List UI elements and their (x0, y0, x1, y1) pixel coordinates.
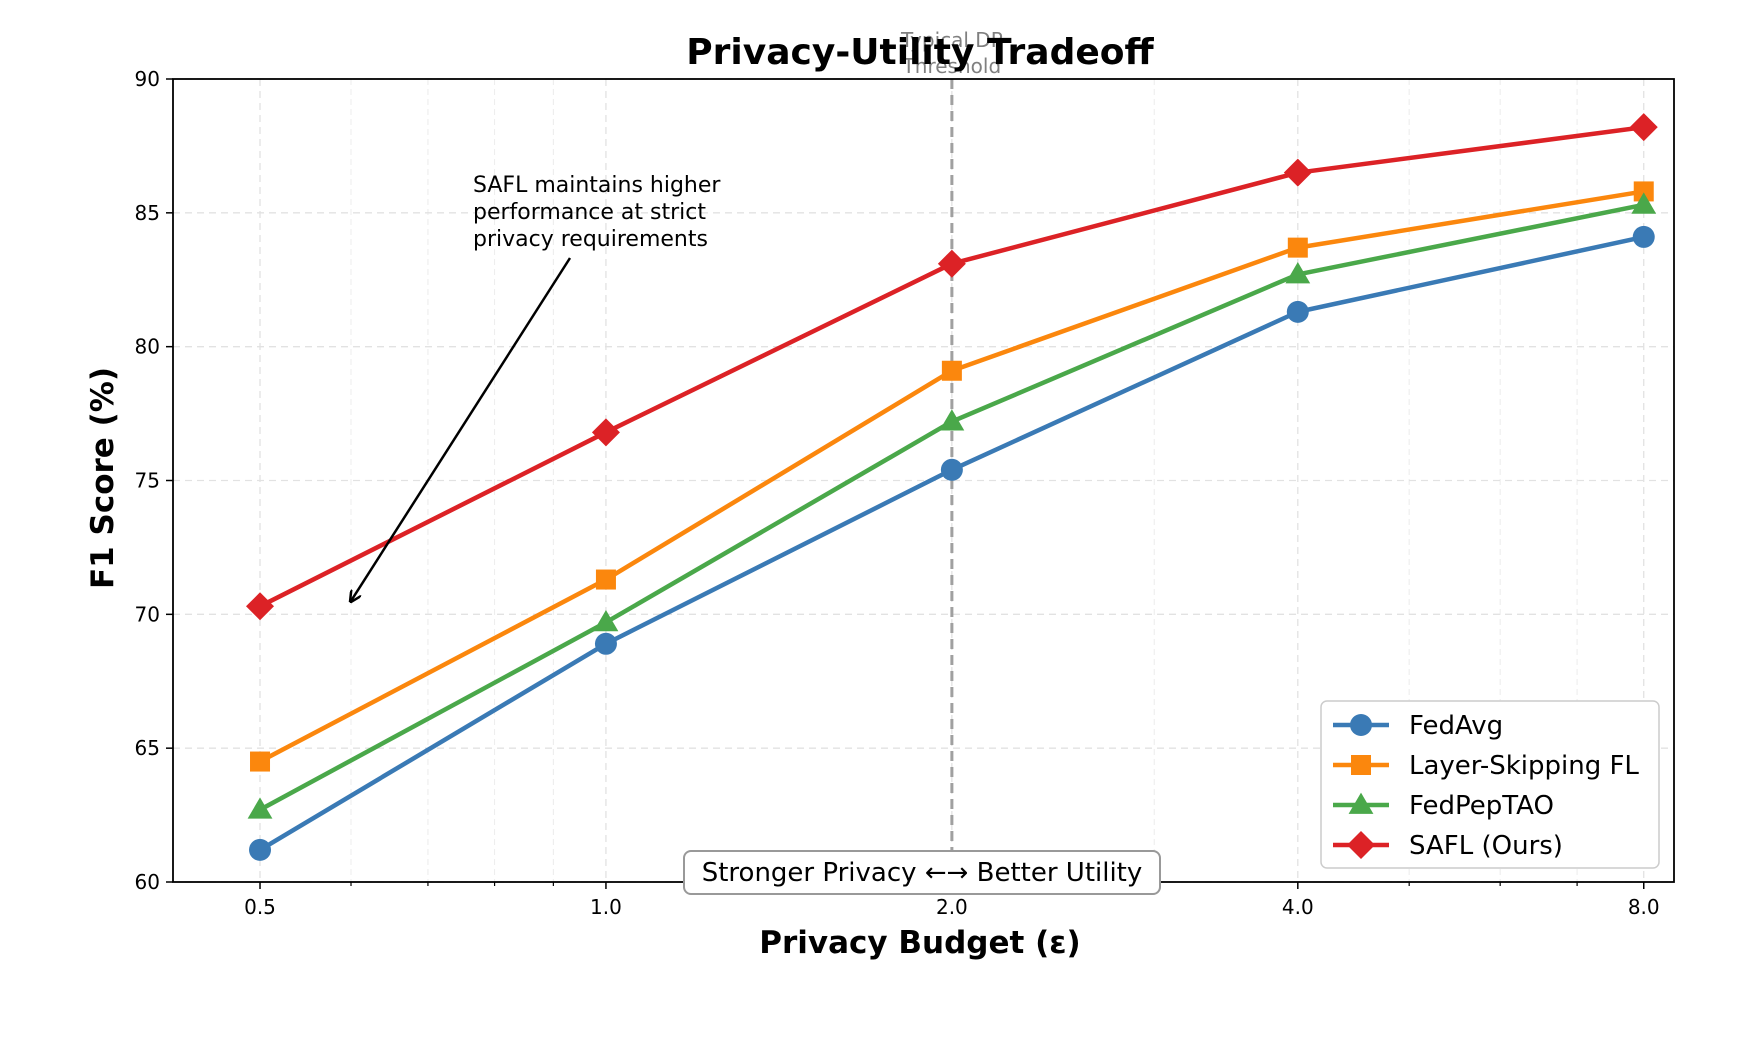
y-tick-label: 60 (135, 870, 160, 894)
x-tick-label: 4.0 (1282, 895, 1314, 919)
legend-label: FedPepTAO (1409, 791, 1554, 821)
series-layer-skipping-fl (250, 181, 1654, 772)
bottom-label-box: Stronger Privacy ←→ Better Utility (683, 850, 1161, 895)
data-point-circle (1286, 300, 1309, 323)
data-point-circle (940, 458, 963, 481)
x-axis-title: Privacy Budget (ε) (759, 925, 1080, 961)
y-tick-label: 80 (135, 335, 160, 359)
data-point-diamond (1347, 831, 1375, 859)
legend-label: Layer-Skipping FL (1409, 751, 1639, 781)
data-point-diamond (591, 418, 620, 447)
bottom-label-frame (683, 850, 1161, 895)
legend-item: SAFL (Ours) (1333, 831, 1563, 861)
x-tick-label: 0.5 (244, 895, 276, 919)
x-tick-label: 1.0 (590, 895, 622, 919)
reference-line-label: Threshold (902, 54, 1002, 78)
data-point-triangle (1631, 192, 1657, 214)
chart-title: Privacy-Utility Tradeoff (686, 32, 1154, 73)
data-point-square (595, 569, 616, 590)
annotation-text: privacy requirements (473, 227, 708, 252)
series-safl-ours (246, 113, 1658, 621)
x-tick-label: 8.0 (1628, 895, 1660, 919)
reference-line-label: Typical DP (900, 28, 1003, 52)
data-point-circle (1350, 714, 1372, 736)
series-fedpeptao (247, 192, 1657, 819)
annotation-arrow (351, 257, 572, 601)
data-point-triangle (247, 797, 273, 819)
data-point-diamond (246, 592, 275, 621)
legend-label: SAFL (Ours) (1409, 831, 1563, 861)
data-point-triangle (1348, 792, 1374, 814)
data-point-square (941, 360, 962, 381)
annotation-text: performance at strict (473, 200, 706, 225)
legend-item: FedPepTAO (1333, 791, 1554, 821)
series-group (246, 113, 1658, 861)
series-fedavg (249, 225, 1655, 861)
y-tick-label: 65 (135, 736, 160, 760)
legend-frame (1320, 700, 1660, 869)
data-point-triangle (593, 609, 619, 632)
data-point-square (1351, 755, 1371, 775)
data-point-circle (249, 838, 272, 861)
data-point-diamond (1629, 113, 1658, 142)
y-tick-label: 85 (135, 201, 160, 225)
y-tick-label: 90 (135, 67, 160, 91)
annotation-text: SAFL maintains higher (473, 173, 721, 198)
bottom-label: Stronger Privacy ←→ Better Utility (702, 858, 1143, 888)
data-point-triangle (939, 409, 965, 431)
legend-item: Layer-Skipping FL (1333, 751, 1639, 781)
data-point-square (1633, 181, 1654, 202)
y-tick-label: 75 (135, 469, 160, 493)
data-point-triangle (1285, 261, 1311, 284)
data-point-diamond (937, 249, 966, 278)
x-tick-label: 2.0 (936, 895, 968, 919)
data-point-square (250, 751, 271, 772)
data-point-circle (1632, 225, 1655, 248)
y-axis-title: F1 Score (%) (85, 367, 121, 589)
legend-item: FedAvg (1333, 711, 1503, 741)
legend: FedAvg Layer-Skipping FL FedPepTAO SAFL (Ou… (1320, 700, 1660, 869)
data-point-circle (594, 632, 617, 655)
y-tick-label: 70 (135, 602, 160, 626)
data-point-diamond (1283, 158, 1312, 187)
legend-label: FedAvg (1409, 711, 1503, 741)
data-point-square (1287, 237, 1308, 258)
